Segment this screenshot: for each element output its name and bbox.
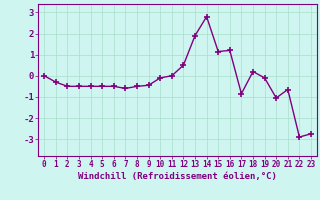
X-axis label: Windchill (Refroidissement éolien,°C): Windchill (Refroidissement éolien,°C) <box>78 172 277 181</box>
